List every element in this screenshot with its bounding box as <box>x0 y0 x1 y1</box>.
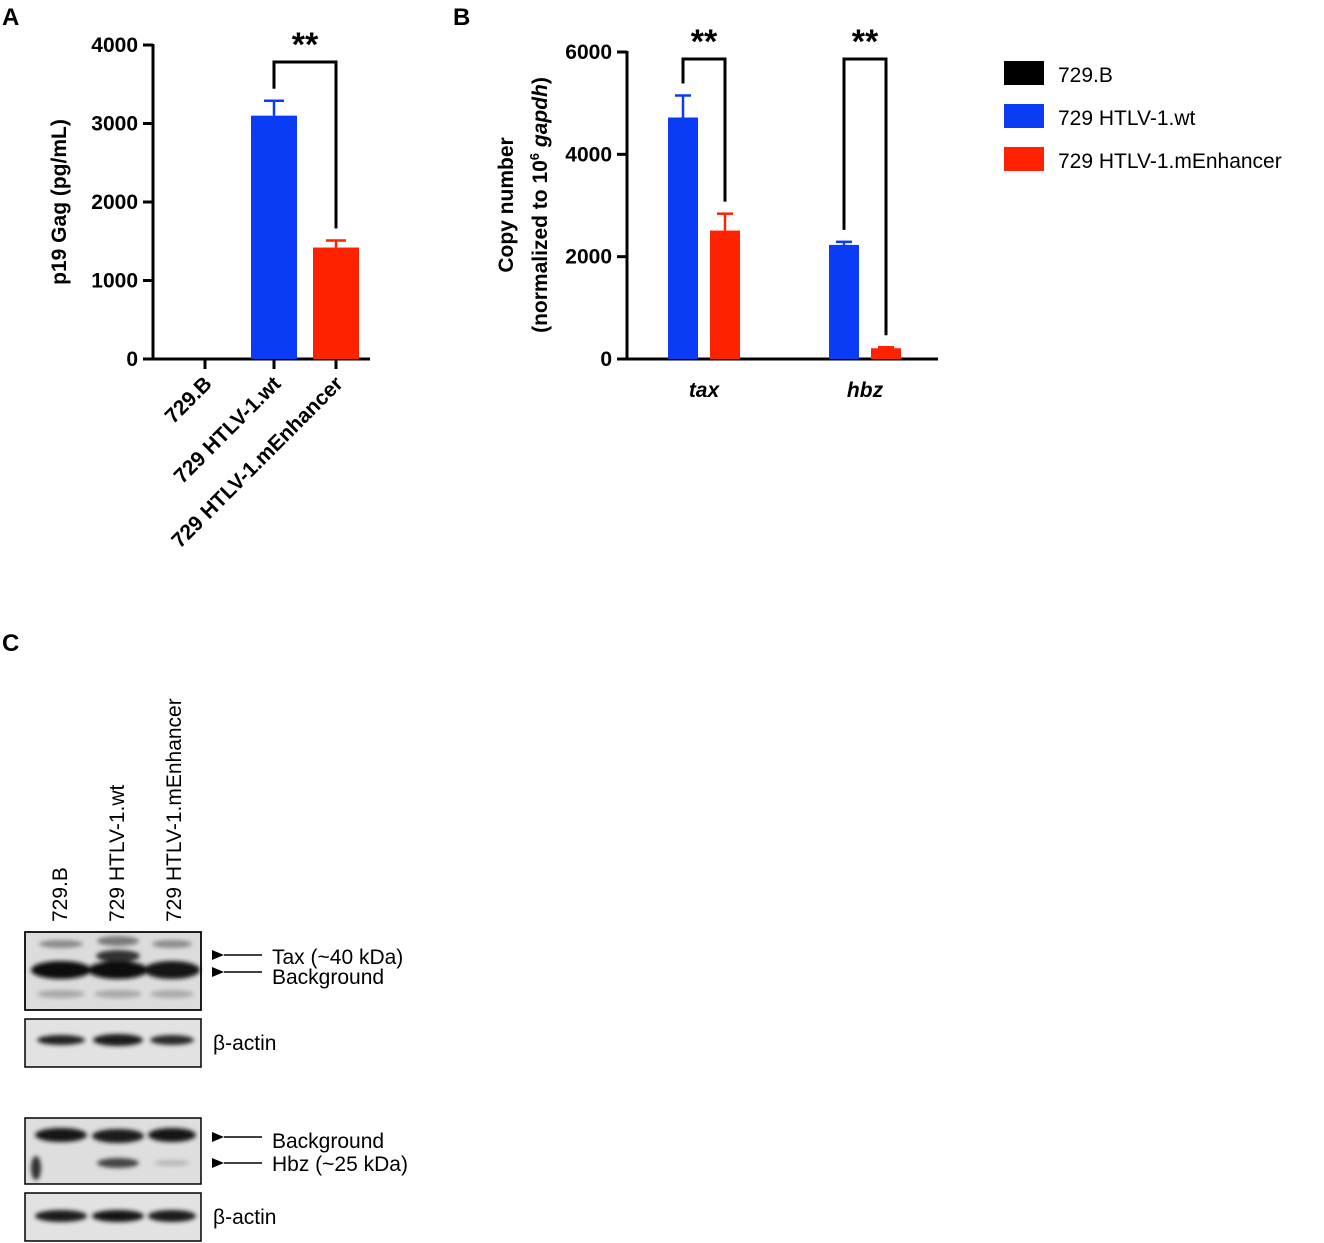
chart-b-significance-bracket <box>842 57 888 336</box>
legend-swatch-wt <box>1004 104 1044 128</box>
lane-label-menhancer: 729 HTLV-1.mEnhancer <box>163 698 186 922</box>
legend-label-729b: 729.B <box>1058 64 1113 87</box>
chart-b-bar <box>668 117 698 359</box>
chart-b-bars <box>668 94 901 359</box>
chart-a-significance-label: ** <box>292 26 319 64</box>
label-hbz: Hbz (~25 kDa) <box>272 1153 408 1176</box>
panel-label-a: A <box>2 4 19 31</box>
chart-b-bar <box>871 348 901 359</box>
chart-b-y-ticks: 0 2000 4000 6000 <box>565 41 627 371</box>
legend-label-menhancer: 729 HTLV-1.mEnhancer <box>1058 150 1282 173</box>
blot-actin-1 <box>24 1018 202 1068</box>
chart-a-x-tick-label: 729.B <box>161 372 217 428</box>
chart-b: 0 2000 4000 6000 tax hbz ** ** Copy number (n… <box>495 23 938 402</box>
panel-label-c: C <box>2 630 19 657</box>
chart-a-bar <box>313 247 359 359</box>
chart-b-bar <box>829 244 859 359</box>
label-actin-2: β-actin <box>213 1206 276 1229</box>
chart-a-significance: ** <box>272 26 338 229</box>
chart-a-significance-bracket <box>272 60 338 229</box>
chart-a-bar <box>251 115 297 360</box>
chart-b-y-axis-label-line2: (normalized to 106 gapdh) <box>527 77 552 333</box>
chart-b-y-tick-label: 4000 <box>565 143 612 166</box>
chart-b-x-tick-label: hbz <box>847 379 884 402</box>
chart-b-significance: ** ** <box>681 23 888 336</box>
chart-b-y-tick-label: 0 <box>600 348 612 371</box>
legend-swatch-menhancer <box>1004 147 1044 171</box>
chart-a-y-tick-label: 3000 <box>91 113 138 136</box>
label-background-1: Background <box>272 966 384 989</box>
chart-a-y-tick-label: 2000 <box>91 191 138 214</box>
lane-label-729b: 729.B <box>49 867 72 922</box>
legend: 729.B 729 HTLV-1.wt 729 HTLV-1.mEnhancer <box>1004 61 1282 173</box>
legend-swatch-729b <box>1004 61 1044 85</box>
chart-b-y-axis-label-line1: Copy number <box>495 137 518 272</box>
blot-hbz <box>24 1117 202 1185</box>
panel-label-b: B <box>453 4 470 31</box>
chart-a-bars <box>203 99 359 369</box>
blot-lane-labels: 729.B 729 HTLV-1.wt 729 HTLV-1.mEnhancer <box>49 698 186 922</box>
label-background-2: Background <box>272 1130 384 1153</box>
chart-b-bar <box>710 230 740 359</box>
chart-b-y-tick-label: 6000 <box>565 41 612 64</box>
label-tax: Tax (~40 kDa) <box>272 946 403 969</box>
chart-a-y-axis-label: p19 Gag (pg/mL) <box>48 119 71 285</box>
chart-b-significance-label: ** <box>691 23 718 61</box>
chart-a-y-ticks: 0 1000 2000 3000 4000 <box>91 34 153 371</box>
label-actin-1: β-actin <box>213 1032 276 1055</box>
lane-label-wt: 729 HTLV-1.wt <box>106 784 129 922</box>
legend-label-wt: 729 HTLV-1.wt <box>1058 107 1196 130</box>
chart-b-significance-bracket <box>681 57 727 202</box>
blot-actin-2 <box>24 1192 202 1242</box>
chart-b-y-tick-label: 2000 <box>565 246 612 269</box>
chart-b-x-tick-labels: tax hbz <box>689 379 884 402</box>
chart-a-y-tick-label: 0 <box>126 348 138 371</box>
chart-b-significance-label: ** <box>852 23 879 61</box>
chart-a-y-tick-label: 1000 <box>91 270 138 293</box>
chart-b-x-tick-label: tax <box>689 379 721 402</box>
chart-a-y-tick-label: 4000 <box>91 34 138 57</box>
blot-tax <box>24 931 202 1011</box>
